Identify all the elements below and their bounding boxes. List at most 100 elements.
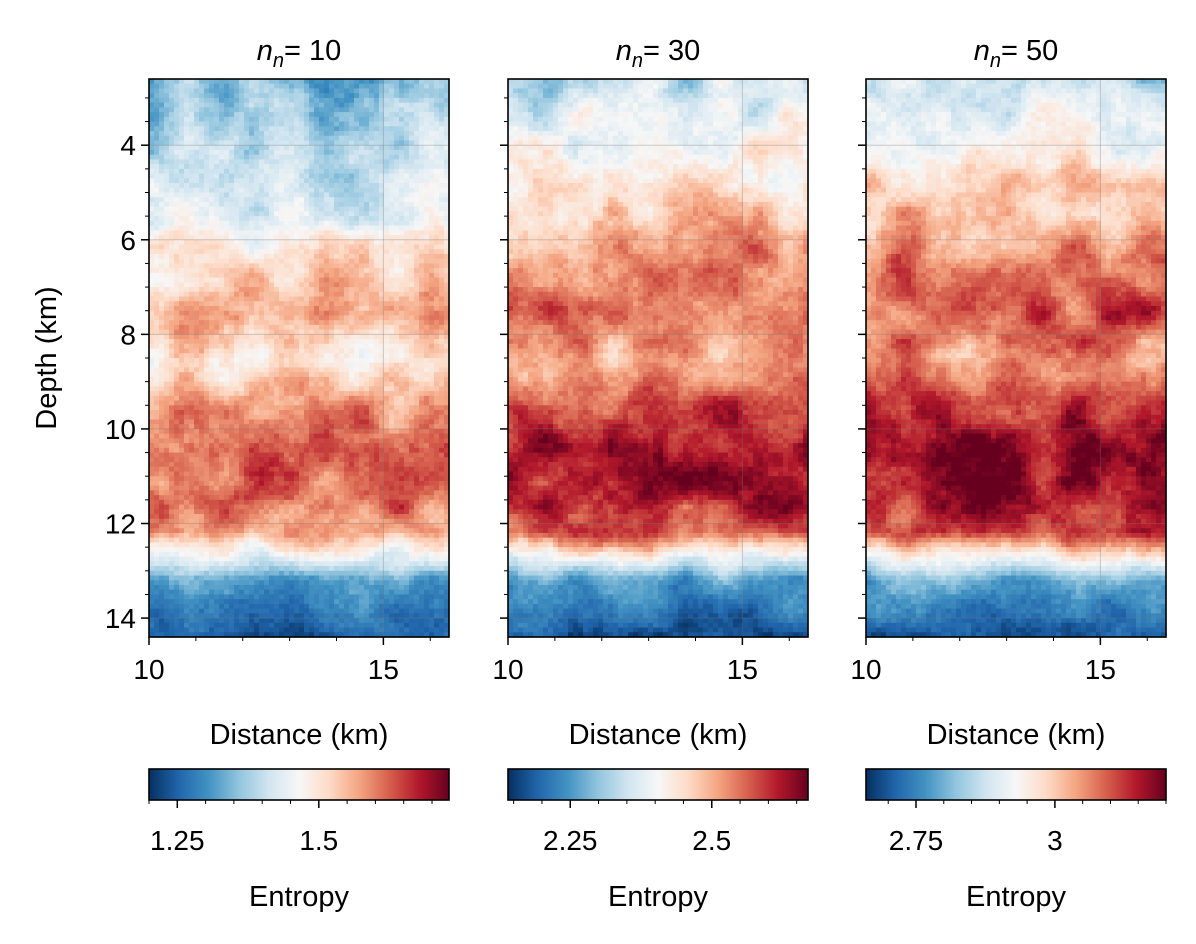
- heatmap-cell: [354, 226, 360, 231]
- heatmap-cell: [424, 112, 430, 117]
- heatmap-cell: [264, 382, 270, 387]
- heatmap-cell: [364, 377, 370, 382]
- heatmap-cell: [414, 396, 420, 401]
- heatmap-cell: [384, 188, 390, 193]
- heatmap-cell: [244, 273, 250, 278]
- heatmap-cell: [384, 315, 390, 320]
- heatmap-cell: [189, 93, 195, 98]
- heatmap-cell: [149, 396, 155, 401]
- heatmap-cell: [439, 122, 445, 127]
- heatmap-cell: [164, 467, 170, 472]
- heatmap-cell: [329, 174, 335, 179]
- heatmap-cell: [179, 320, 185, 325]
- heatmap-cell: [159, 315, 165, 320]
- heatmap-cell: [239, 183, 245, 188]
- heatmap-cell: [419, 410, 425, 415]
- heatmap-cell: [244, 339, 250, 344]
- heatmap-cell: [189, 202, 195, 207]
- heatmap-cell: [334, 207, 340, 212]
- heatmap-cell: [219, 363, 225, 368]
- heatmap-cell: [249, 150, 255, 155]
- heatmap-cell: [264, 273, 270, 278]
- heatmap-cell: [189, 358, 195, 363]
- heatmap-cell: [369, 240, 375, 245]
- heatmap-cell: [209, 174, 215, 179]
- heatmap-cell: [409, 367, 415, 372]
- heatmap-cell: [254, 183, 260, 188]
- heatmap-cell: [319, 98, 325, 103]
- heatmap-cell: [439, 221, 445, 226]
- heatmap-cell: [419, 405, 425, 410]
- heatmap-cell: [259, 410, 265, 415]
- heatmap-cell: [189, 155, 195, 160]
- heatmap-cell: [374, 415, 380, 420]
- heatmap-cell: [344, 268, 350, 273]
- heatmap-cell: [214, 126, 220, 131]
- heatmap-cell: [204, 122, 210, 127]
- heatmap-cell: [189, 98, 195, 103]
- heatmap-cell: [389, 401, 395, 406]
- heatmap-cell: [414, 249, 420, 254]
- heatmap-cell: [174, 202, 180, 207]
- heatmap-cell: [214, 226, 220, 231]
- heatmap-cell: [439, 107, 445, 112]
- heatmap-cell: [389, 131, 395, 136]
- heatmap-cell: [254, 230, 260, 235]
- heatmap-cell: [279, 396, 285, 401]
- heatmap-cell: [209, 169, 215, 174]
- heatmap-cell: [239, 273, 245, 278]
- heatmap-cell: [389, 259, 395, 264]
- heatmap-cell: [344, 131, 350, 136]
- heatmap-cell: [404, 126, 410, 131]
- heatmap-cell: [224, 155, 230, 160]
- heatmap-cell: [394, 197, 400, 202]
- heatmap-cell: [439, 292, 445, 297]
- heatmap-cell: [404, 462, 410, 467]
- heatmap-cell: [409, 386, 415, 391]
- heatmap-cell: [329, 315, 335, 320]
- heatmap-cell: [369, 245, 375, 250]
- heatmap-cell: [224, 443, 230, 448]
- heatmap-cell: [209, 268, 215, 273]
- heatmap-cell: [199, 358, 205, 363]
- heatmap-cell: [284, 197, 290, 202]
- heatmap-cell: [249, 396, 255, 401]
- heatmap-cell: [204, 278, 210, 283]
- heatmap-cell: [239, 103, 245, 108]
- heatmap-cell: [434, 415, 440, 420]
- heatmap-cell: [349, 169, 355, 174]
- heatmap-cell: [239, 240, 245, 245]
- heatmap-cell: [319, 197, 325, 202]
- heatmap-cell: [404, 320, 410, 325]
- heatmap-cell: [414, 457, 420, 462]
- heatmap-cell: [414, 230, 420, 235]
- heatmap-cell: [314, 401, 320, 406]
- heatmap-cell: [234, 292, 240, 297]
- heatmap-cell: [389, 358, 395, 363]
- heatmap-cell: [404, 297, 410, 302]
- heatmap-cell: [239, 126, 245, 131]
- heatmap-cell: [269, 306, 275, 311]
- heatmap-cell: [224, 117, 230, 122]
- heatmap-cell: [439, 202, 445, 207]
- heatmap-cell: [204, 311, 210, 316]
- heatmap-cell: [369, 216, 375, 221]
- heatmap-cell: [224, 268, 230, 273]
- heatmap-cell: [239, 367, 245, 372]
- heatmap-cell: [344, 372, 350, 377]
- heatmap-cell: [194, 467, 200, 472]
- heatmap-cell: [234, 145, 240, 150]
- heatmap-cell: [329, 122, 335, 127]
- heatmap-cell: [244, 88, 250, 93]
- heatmap-cell: [264, 462, 270, 467]
- heatmap-cell: [434, 107, 440, 112]
- heatmap-cell: [149, 88, 155, 93]
- heatmap-cell: [269, 320, 275, 325]
- heatmap-cell: [194, 306, 200, 311]
- heatmap-cell: [364, 150, 370, 155]
- heatmap-cell: [374, 457, 380, 462]
- heatmap-cell: [314, 457, 320, 462]
- heatmap-cell: [419, 396, 425, 401]
- heatmap-cell: [254, 112, 260, 117]
- heatmap-cell: [364, 88, 370, 93]
